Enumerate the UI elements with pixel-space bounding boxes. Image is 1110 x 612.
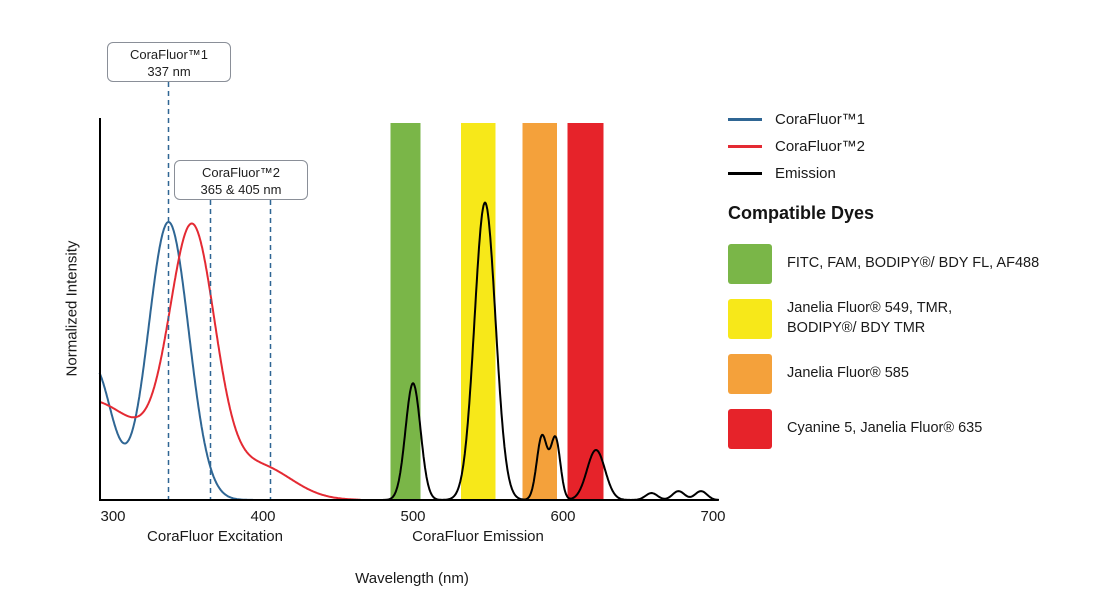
dye-label-line: Janelia Fluor® 549, TMR, [787,300,953,317]
series-legend: CoraFluor™1 CoraFluor™2 Emission [728,106,1110,187]
dye-item-yellow-filter-dyes: Janelia Fluor® 549, TMR, BODIPY®/ BDY TMR [728,299,1110,339]
x-tick-600: 600 [550,508,575,525]
callout-corafluor1: CoraFluor™1 337 nm [107,42,231,82]
dye-label: Janelia Fluor® 585 [787,364,909,384]
dye-label: Janelia Fluor® 549, TMR, BODIPY®/ BDY TMR [787,299,952,338]
dye-color-swatch [728,354,772,394]
dye-label: FITC, FAM, BODIPY®/ BDY FL, AF488 [787,254,1039,274]
legend-line-swatch [728,172,762,175]
dye-label-line: BODIPY®/ BDY TMR [787,320,926,336]
legend-item-1: CoraFluor™2 [728,133,1110,160]
dye-item-orange-filter-dyes: Janelia Fluor® 585 [728,354,1110,394]
x-tick-700: 700 [700,508,725,525]
dye-label-line: FITC, FAM, BODIPY®/ BDY FL, AF488 [787,255,1040,272]
filter-band-green [390,123,421,500]
x-axis-group-label-excitation: CoraFluor Excitation [147,528,283,545]
callout-corafluor2-title: CoraFluor™2 [201,165,281,180]
dye-item-red-filter-dyes: Cyanine 5, Janelia Fluor® 635 [728,409,1110,449]
y-axis-label: Normalized Intensity [63,240,81,377]
dye-color-swatch [728,409,772,449]
x-tick-400: 400 [250,508,275,525]
dye-item-green-filter-dyes: FITC, FAM, BODIPY®/ BDY FL, AF488 [728,244,1110,284]
axes [99,118,718,501]
dye-label-line: Cyanine 5, Janelia Fluor® 635 [787,420,983,437]
legend-item-label: CoraFluor™2 [775,138,866,155]
dye-label: Cyanine 5, Janelia Fluor® 635 [787,419,982,439]
x-tick-500: 500 [400,508,425,525]
dye-color-swatch [728,244,772,284]
filter-band-orange [522,123,557,500]
x-axis-label: Wavelength (nm) [355,570,469,587]
curve-corafluor2-excitation [99,222,361,501]
callout-corafluor1-title: CoraFluor™1 [129,47,209,62]
compatible-dyes-list: FITC, FAM, BODIPY®/ BDY FL, AF488 Janelia… [728,244,1110,449]
x-axis-group-label-emission: CoraFluor Emission [412,528,544,545]
legend-line-swatch [728,145,762,148]
legend-item-0: CoraFluor™1 [728,106,1110,133]
legend-item-2: Emission [728,160,1110,187]
curve-emission [345,201,720,501]
callout-corafluor2: CoraFluor™2 365 & 405 nm [174,160,308,200]
dye-label-line: Janelia Fluor® 585 [787,365,909,382]
dye-color-swatch [728,299,772,339]
spectra-chart: 300 400 500 600 700 [98,82,726,525]
x-tick-300: 300 [100,508,125,525]
filter-band-red [567,123,604,500]
legend-item-label: CoraFluor™1 [775,111,866,128]
callout-corafluor2-value: 365 & 405 nm [200,182,282,197]
compatible-dyes-title: Compatible Dyes [728,203,875,223]
curve-corafluor1-excitation [98,221,316,501]
legend-item-label: Emission [775,165,836,182]
callout-corafluor1-value: 337 nm [147,64,191,79]
legend-line-swatch [728,118,762,121]
legend-panel: CoraFluor™1 CoraFluor™2 Emission Compatibl… [728,106,1110,464]
